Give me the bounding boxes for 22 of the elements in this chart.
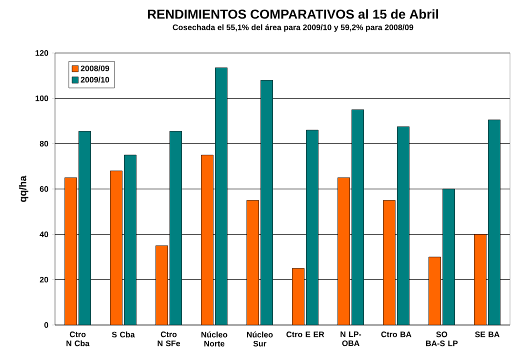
chart-subtitle: Cosechada el 55,1% del área para 2009/10 y 59,2% para 2008/09 bbox=[172, 24, 414, 32]
y-tick-label: 120 bbox=[36, 50, 48, 56]
x-tick-label: Ctro N Cba bbox=[66, 332, 90, 346]
y-tick-label: 80 bbox=[40, 140, 48, 146]
x-tick-label: Núcleo Norte bbox=[201, 332, 228, 346]
y-tick-label: 40 bbox=[40, 232, 48, 238]
x-tick-label: S Cba bbox=[112, 332, 135, 338]
x-tick-label: N LP- OBA bbox=[340, 332, 362, 346]
y-tick-label: 20 bbox=[40, 276, 48, 282]
legend-label: 2008/09 bbox=[80, 65, 110, 72]
y-tick-label: 100 bbox=[36, 96, 48, 102]
y-tick-label: 60 bbox=[40, 186, 48, 192]
x-tick-label: Ctro BA bbox=[381, 332, 412, 338]
x-tick-label: SE BA bbox=[475, 332, 500, 338]
legend-label: 2009/10 bbox=[80, 76, 110, 83]
x-tick-label: Ctro N SFe bbox=[158, 332, 180, 346]
y-axis-title: qq/ha bbox=[18, 176, 28, 202]
x-tick-label: Ctro E ER bbox=[286, 332, 324, 338]
x-tick-label: SO BA-S LP bbox=[426, 332, 458, 346]
chart-title: RENDIMIENTOS COMPARATIVOS al 15 de Abril bbox=[148, 9, 438, 19]
y-tick-label: 0 bbox=[44, 322, 48, 328]
x-tick-label: Núcleo Sur bbox=[246, 332, 273, 346]
